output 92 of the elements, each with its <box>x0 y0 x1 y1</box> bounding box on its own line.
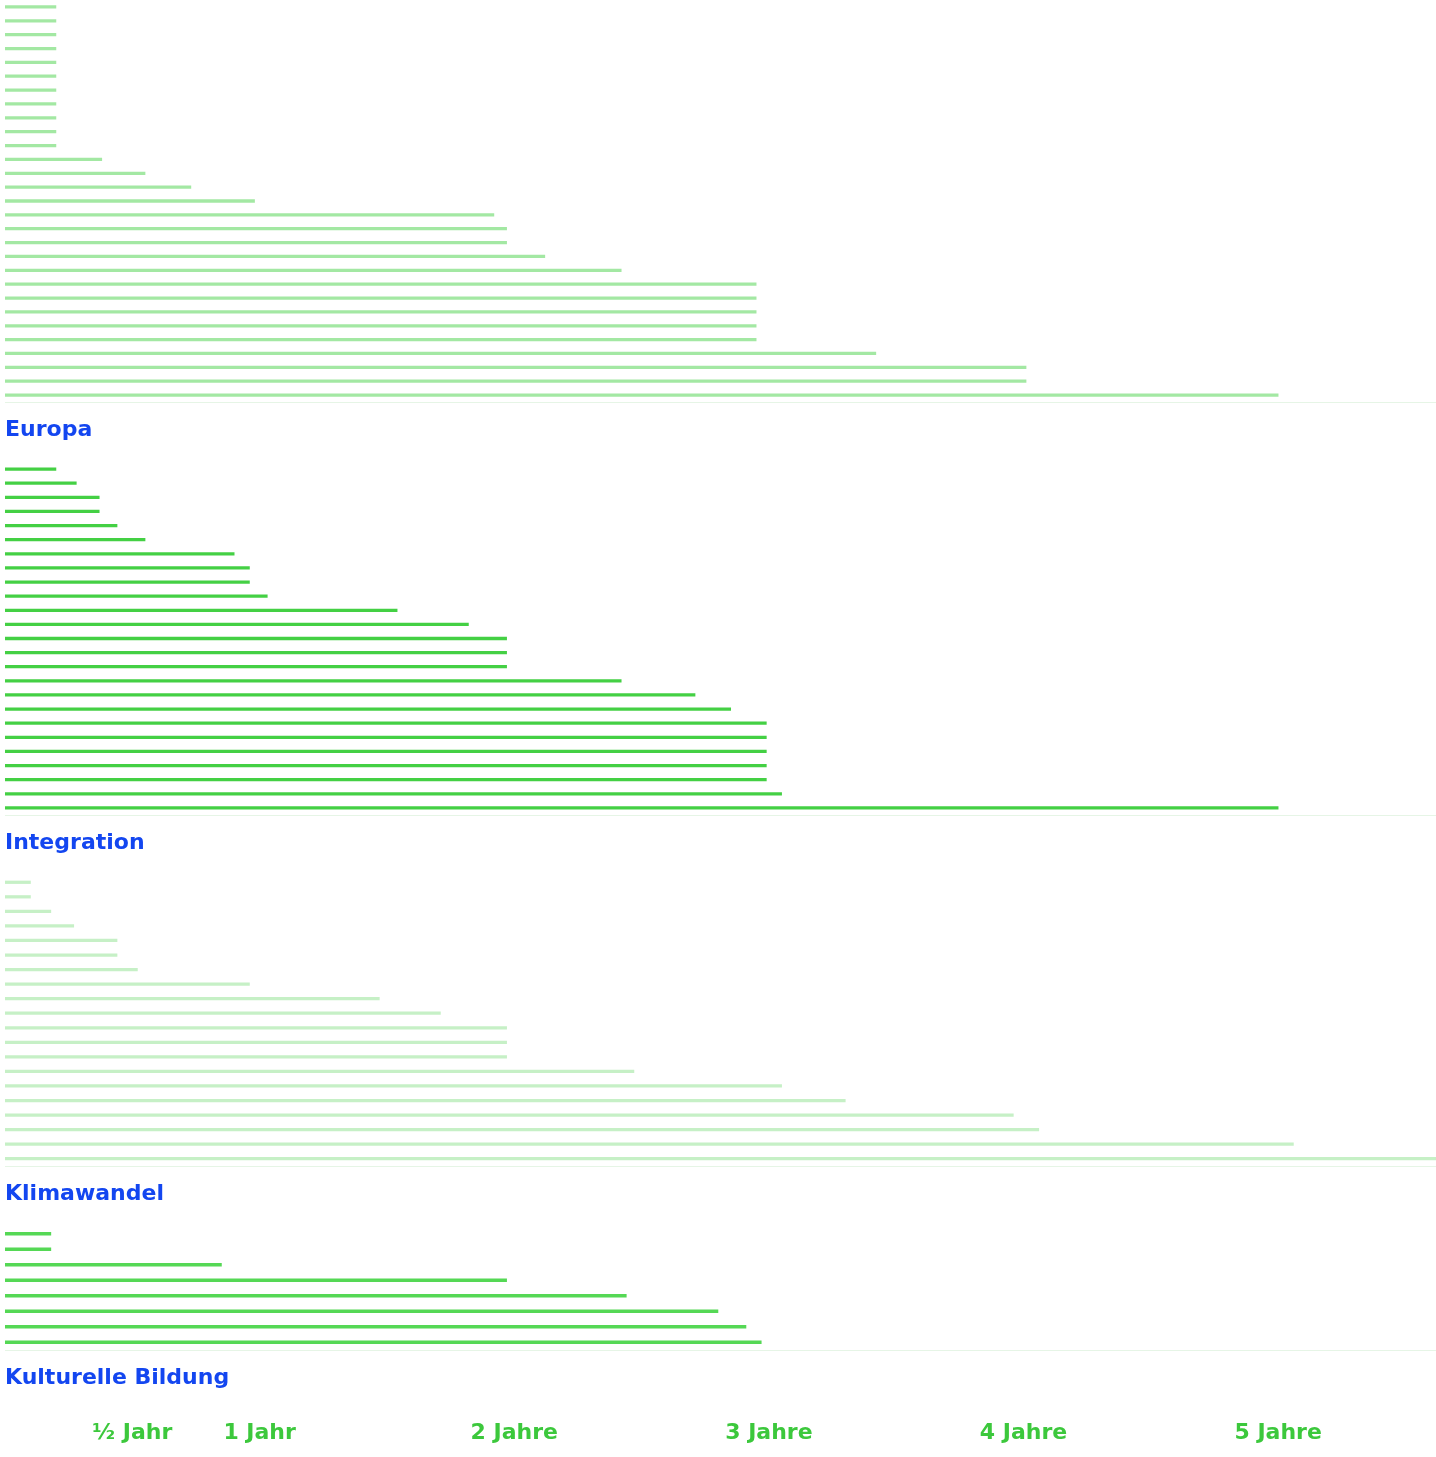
bar <box>5 721 767 725</box>
bar <box>5 967 138 972</box>
bar <box>5 60 57 65</box>
bar <box>5 1294 627 1298</box>
bar <box>5 1026 507 1030</box>
bar <box>5 924 75 928</box>
bar <box>5 33 57 37</box>
bar <box>5 46 57 51</box>
bar <box>5 594 268 598</box>
bar <box>5 1278 507 1282</box>
bar <box>5 880 31 884</box>
bar <box>5 19 57 23</box>
bar <box>5 1325 747 1329</box>
bar <box>5 1113 1014 1117</box>
x-tick-label: 4 Jahre <box>979 1418 1068 1444</box>
bar <box>5 1309 719 1313</box>
bar <box>5 763 767 768</box>
bar <box>5 806 1279 810</box>
bar <box>5 296 757 300</box>
bar <box>5 1142 1294 1146</box>
bar <box>5 1263 222 1267</box>
bar <box>5 227 507 231</box>
x-tick-label: 5 Jahre <box>1234 1418 1322 1444</box>
bar <box>5 5 57 9</box>
text: Klimawandel <box>5 1179 164 1205</box>
bar <box>5 693 696 697</box>
text: Integration <box>5 828 145 854</box>
x-tick-label: ½ Jahr <box>92 1418 173 1444</box>
bar <box>5 953 118 957</box>
bar <box>5 74 57 78</box>
bar <box>5 143 57 148</box>
bar <box>5 1040 507 1044</box>
bar <box>5 538 146 542</box>
bar <box>5 199 255 203</box>
bar <box>5 552 235 556</box>
bar <box>5 1247 52 1251</box>
bar <box>5 523 118 528</box>
bar <box>5 665 507 669</box>
bar <box>5 365 1027 369</box>
bar <box>5 1232 52 1236</box>
bar <box>5 157 103 162</box>
bar <box>5 707 732 711</box>
bar <box>5 1127 1040 1132</box>
bar <box>5 351 877 356</box>
x-tick-label: 2 Jahre <box>470 1418 558 1444</box>
bar <box>5 310 757 314</box>
bar <box>5 982 250 986</box>
bar <box>5 324 757 328</box>
bar <box>5 679 622 683</box>
bar <box>5 1084 782 1088</box>
bar <box>5 495 100 499</box>
bar <box>5 268 622 272</box>
bar <box>5 1098 846 1103</box>
text: Kulturelle Bildung <box>5 1363 230 1389</box>
bar <box>5 622 469 627</box>
bar <box>5 1157 1436 1161</box>
bar <box>5 735 767 739</box>
bar <box>5 185 192 189</box>
text: Europa <box>5 415 93 441</box>
bar <box>5 1340 762 1344</box>
bar <box>5 650 507 655</box>
bar <box>5 379 1027 383</box>
bar <box>5 254 546 259</box>
bar <box>5 749 767 754</box>
bar <box>5 636 507 641</box>
bar <box>5 467 57 471</box>
bar <box>5 393 1279 397</box>
bar <box>5 1011 441 1015</box>
x-tick-label: 3 Jahre <box>725 1418 813 1444</box>
bar <box>5 580 250 584</box>
bar <box>5 792 782 796</box>
bar <box>5 895 31 899</box>
bar <box>5 88 57 92</box>
bar <box>5 130 57 134</box>
bar <box>5 608 398 612</box>
bar <box>5 566 250 570</box>
bar <box>5 778 767 782</box>
bar <box>5 282 757 286</box>
bar <box>5 938 118 943</box>
bar <box>5 213 495 217</box>
bar <box>5 997 380 1001</box>
bar <box>5 240 507 245</box>
bar <box>5 116 57 120</box>
bar <box>5 1069 635 1074</box>
bar <box>5 1055 507 1059</box>
x-tick-label: 1 Jahr <box>223 1418 297 1444</box>
bar <box>5 509 100 514</box>
bar <box>5 102 57 106</box>
bar <box>5 481 77 485</box>
bar <box>5 171 146 175</box>
bar <box>5 909 52 914</box>
bar <box>5 337 757 342</box>
